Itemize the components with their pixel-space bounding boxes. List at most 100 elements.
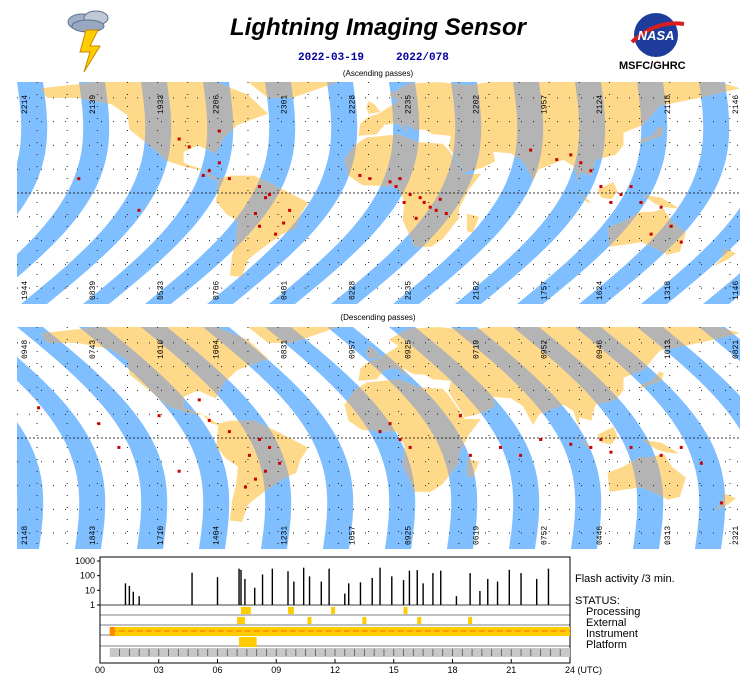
orbit-time-top: 2124 bbox=[596, 95, 605, 114]
nasa-logo-text: NASA bbox=[638, 28, 675, 43]
flash-point bbox=[398, 177, 402, 181]
swath-stripe bbox=[203, 327, 354, 549]
orbit-time-bottom: 1318 bbox=[664, 281, 673, 300]
orbit-time-bottom: 2102 bbox=[472, 281, 481, 300]
flash-point bbox=[253, 212, 257, 216]
flash-point bbox=[589, 445, 593, 449]
flash-point bbox=[117, 445, 121, 449]
flash-point bbox=[368, 177, 372, 181]
swath-land-japan bbox=[639, 126, 664, 144]
lightning-cloud-icon bbox=[67, 10, 109, 73]
orbit-time-top: 1933 bbox=[157, 95, 166, 114]
orbit-time-top: 0957 bbox=[349, 340, 358, 359]
swath-land-borneo bbox=[597, 426, 618, 445]
swath-land-south-america bbox=[215, 175, 309, 277]
nasa-logo: NASA bbox=[630, 13, 685, 57]
orbit-time-bottom: 1624 bbox=[596, 281, 605, 300]
orbit-time-bottom: 0619 bbox=[472, 526, 481, 545]
swath-land-australia bbox=[607, 453, 686, 500]
flash-point bbox=[37, 406, 41, 410]
flash-point bbox=[264, 196, 268, 200]
flash-point bbox=[418, 196, 422, 200]
flash-point bbox=[97, 422, 101, 426]
flash-point bbox=[519, 453, 523, 457]
swath-stripe bbox=[641, 207, 740, 304]
flash-point bbox=[569, 153, 573, 157]
external-blip bbox=[362, 617, 367, 624]
flash-point bbox=[197, 398, 201, 402]
x-tick-label: 24 (UTC) bbox=[565, 665, 602, 675]
swath-land-borneo bbox=[597, 181, 618, 200]
orbit-time-top: 2118 bbox=[664, 95, 673, 114]
flash-point bbox=[398, 438, 402, 441]
flash-point bbox=[268, 445, 272, 449]
swath-stripe bbox=[703, 273, 740, 304]
orbit-time-bottom: 1231 bbox=[281, 526, 290, 545]
status-row-label: Instrument bbox=[586, 628, 638, 640]
flash-point bbox=[679, 240, 683, 244]
flash-point bbox=[629, 185, 633, 189]
flash-point bbox=[414, 216, 418, 220]
swath-land-japan bbox=[639, 371, 664, 389]
ascending-label: (Ascending passes) bbox=[342, 69, 414, 78]
y-tick-label: 1000 bbox=[75, 556, 95, 566]
swath-stripe bbox=[579, 82, 730, 304]
flash-point bbox=[378, 430, 382, 434]
flash-point bbox=[609, 200, 613, 204]
orbit-time-bottom: 1843 bbox=[89, 526, 98, 545]
flash-point bbox=[77, 177, 81, 181]
flash-point bbox=[659, 205, 663, 209]
orbit-time-top: 0831 bbox=[281, 340, 290, 359]
orbit-time-top: 2146 bbox=[732, 95, 740, 114]
orbit-time-top: 1957 bbox=[540, 95, 549, 114]
flash-point bbox=[268, 193, 272, 196]
swath-land-arabia bbox=[448, 385, 495, 418]
swath-land-greenland bbox=[247, 82, 339, 98]
swath-stripe bbox=[17, 421, 44, 549]
orbit-time-top: 2235 bbox=[404, 95, 413, 114]
flash-point bbox=[207, 169, 211, 173]
flash-point bbox=[444, 212, 448, 216]
flash-point bbox=[388, 422, 392, 426]
swath-land-south-america bbox=[215, 420, 309, 522]
platform-event bbox=[239, 637, 257, 647]
orbit-time-bottom: 0401 bbox=[281, 281, 290, 300]
swath-land-eurasia bbox=[358, 82, 740, 184]
flash-point bbox=[659, 453, 663, 457]
orbit-time-top: 1010 bbox=[157, 340, 166, 359]
flash-point bbox=[177, 137, 181, 141]
orbit-time-bottom: 1404 bbox=[213, 526, 222, 545]
flash-point bbox=[422, 200, 426, 204]
orbit-time-bottom: 1710 bbox=[157, 526, 166, 545]
flash-point bbox=[669, 224, 673, 228]
orbit-time-top: 0743 bbox=[89, 340, 98, 359]
swath-land-north-america bbox=[41, 82, 268, 181]
swath-land-australia bbox=[607, 208, 686, 255]
flash-point bbox=[539, 438, 543, 441]
orbit-time-bottom: 0313 bbox=[664, 526, 673, 545]
org-label: MSFC/GHRC bbox=[619, 60, 686, 72]
descending-label: (Descending passes) bbox=[340, 313, 416, 322]
date-line: 2022-03-19 2022/078 bbox=[298, 52, 481, 64]
orbit-time-bottom: 0752 bbox=[540, 526, 549, 545]
status-row-label: Platform bbox=[586, 639, 627, 651]
orbit-time-top: 1004 bbox=[213, 340, 222, 359]
flash-point bbox=[529, 148, 533, 152]
orbit-time-top: 0821 bbox=[732, 340, 740, 359]
orbit-time-top: 2301 bbox=[281, 95, 290, 114]
flash-point bbox=[579, 161, 583, 165]
orbit-time-bottom: 1944 bbox=[21, 281, 30, 300]
flash-point bbox=[649, 232, 653, 236]
swath-land-arabia bbox=[448, 140, 495, 173]
flash-point bbox=[434, 208, 438, 212]
page-title: Lightning Imaging Sensor bbox=[230, 14, 526, 41]
orbit-time-top: 2206 bbox=[213, 95, 222, 114]
swath-land-new-guinea bbox=[641, 439, 680, 454]
flash-point bbox=[201, 173, 205, 177]
swath-land-greenland bbox=[247, 327, 339, 343]
flash-point bbox=[699, 461, 703, 465]
orbit-time-bottom: 2235 bbox=[404, 281, 413, 300]
swath-stripe bbox=[17, 82, 110, 278]
flash-point bbox=[609, 450, 613, 454]
flash-point bbox=[258, 224, 261, 228]
